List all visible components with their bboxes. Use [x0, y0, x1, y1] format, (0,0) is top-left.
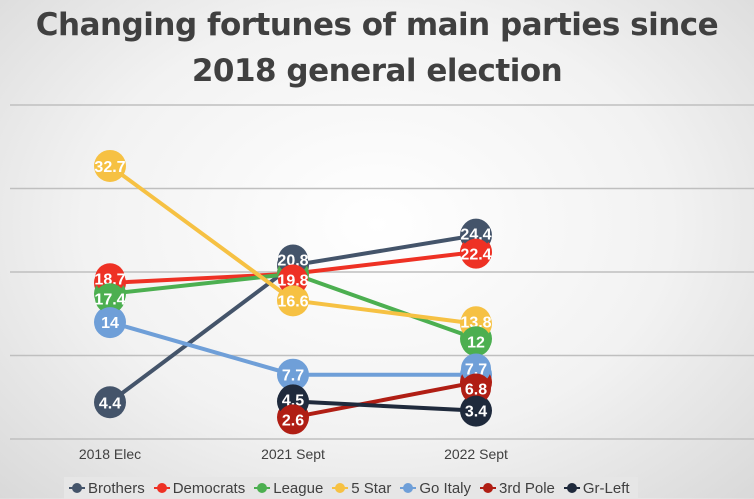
legend-marker-icon	[254, 483, 271, 493]
legend-item: 3rd Pole	[480, 479, 555, 497]
data-label-badge	[278, 285, 308, 316]
data-label: 16.6	[277, 293, 308, 310]
data-label: 20.8	[277, 252, 308, 269]
legend-item: Democrats	[153, 479, 246, 497]
data-label: 32.7	[94, 159, 125, 176]
legend-marker-icon	[69, 483, 85, 493]
data-label-badge	[95, 387, 125, 418]
data-label-badge	[95, 150, 125, 181]
data-label-badge	[95, 283, 125, 314]
legend-item: 5 Star	[332, 479, 392, 497]
data-label: 19.8	[277, 272, 308, 289]
data-label-badge	[461, 395, 491, 426]
legend-marker-icon	[563, 483, 580, 493]
data-label-badge	[95, 307, 125, 338]
legend-marker-icon	[400, 483, 417, 493]
data-label: 17.4	[94, 291, 125, 308]
legend-label: Democrats	[172, 479, 246, 497]
data-label-badge	[278, 404, 308, 435]
legend-label: 5 Star	[351, 479, 392, 497]
chart-title: Changing fortunes of main parties since …	[35, 7, 719, 89]
data-label: 14	[101, 315, 119, 332]
data-label-badge	[278, 359, 308, 390]
x-tick-label: 2021 Sept	[261, 446, 325, 462]
legend-label: Brothers	[88, 479, 145, 497]
series-line-gr-left	[292, 399, 477, 413]
data-label: 7.7	[282, 368, 304, 385]
legend-marker-icon	[332, 483, 349, 493]
data-label: 12	[467, 334, 485, 351]
data-label-badge	[461, 373, 491, 404]
data-label: 13.8	[460, 314, 491, 331]
data-label: 24.4	[460, 227, 491, 244]
data-label: 3.4	[465, 404, 487, 421]
legend-item: League	[254, 479, 324, 497]
data-label: 4.4	[99, 395, 121, 412]
legend-label: 3rd Pole	[499, 479, 555, 497]
x-tick-label: 2022 Sept	[444, 446, 508, 462]
legend-item: Go Italy	[400, 479, 472, 497]
legend-label: Gr-Left	[582, 479, 630, 497]
legend-label: Go Italy	[419, 479, 472, 497]
data-label-badge	[461, 238, 491, 269]
legend-item: Brothers	[69, 479, 145, 497]
data-label: 22.4	[460, 247, 491, 264]
series-line-3rd-pole	[292, 380, 477, 420]
data-label: 6.8	[465, 381, 487, 398]
legend-item: Gr-Left	[563, 479, 630, 497]
data-label-badge	[461, 326, 491, 357]
data-label: 7.7	[465, 361, 487, 378]
data-label: 4.5	[282, 392, 304, 409]
x-tick-label: 2018 Elec	[79, 446, 141, 462]
data-label-badge	[278, 264, 308, 295]
legend-marker-icon	[480, 483, 497, 493]
legend-marker-icon	[153, 483, 170, 493]
data-label: 2.6	[282, 412, 304, 429]
data-label: 18.7	[94, 271, 125, 288]
legend: Brothers Democrats League 5 Star Go Italy 3rd…	[64, 477, 638, 499]
legend-label: League	[273, 479, 324, 497]
